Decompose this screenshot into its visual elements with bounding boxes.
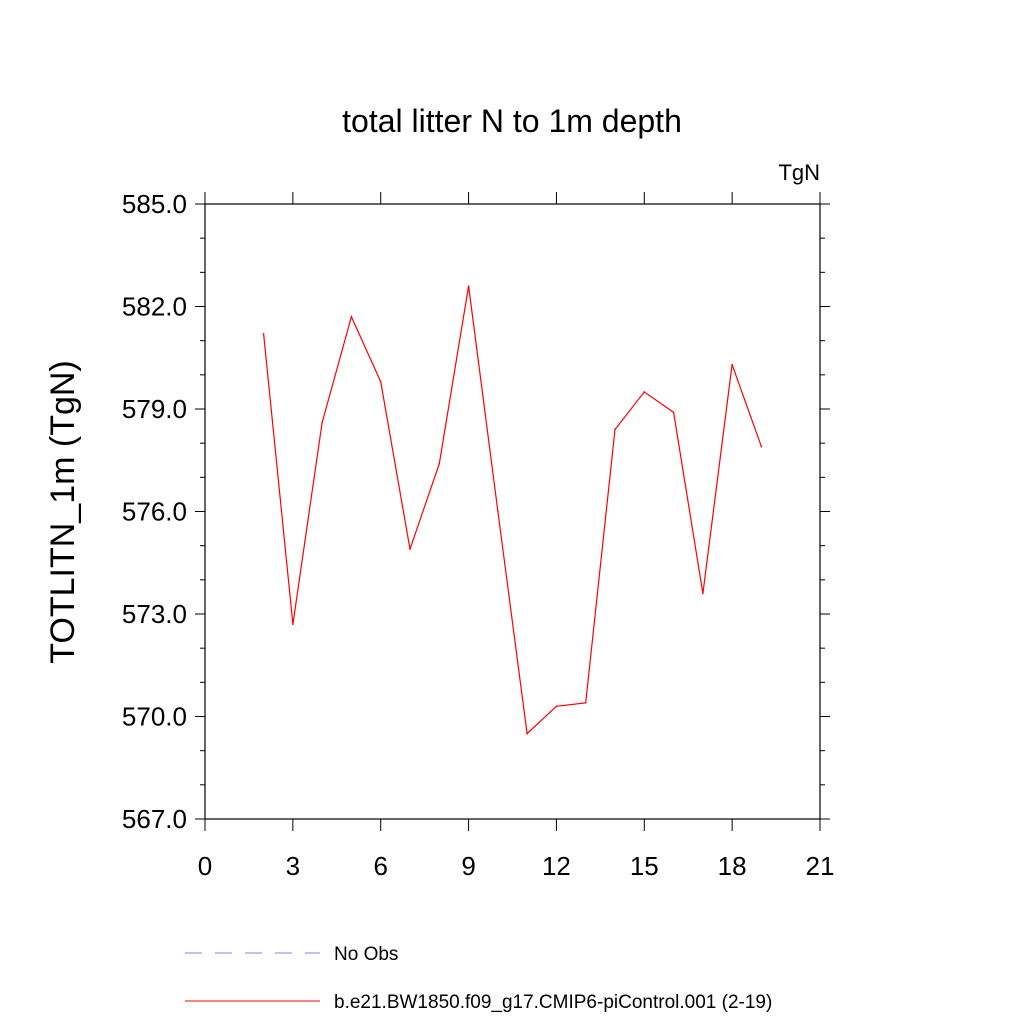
- y-axis-ticks: 567.0 570.0 573.0 576.0 579.0 582.0 585.0: [122, 189, 830, 834]
- legend-label-1: b.e21.BW1850.f09_g17.CMIP6-piControl.001…: [334, 992, 772, 1013]
- x-tick-label: 9: [461, 851, 475, 881]
- x-tick-label: 6: [373, 851, 387, 881]
- series-line-0: [263, 285, 762, 735]
- data-point: [438, 462, 441, 465]
- data-point: [262, 333, 265, 335]
- data-point: [760, 445, 763, 448]
- y-tick-label: 582.0: [122, 292, 187, 322]
- units-label: TgN: [778, 160, 820, 185]
- data-point: [526, 732, 528, 735]
- legend: No Obs b.e21.BW1850.f09_g17.CMIP6-piContr…: [185, 944, 772, 1013]
- y-tick-label: 567.0: [122, 804, 187, 834]
- legend-label-0: No Obs: [334, 944, 398, 965]
- data-point: [672, 411, 675, 414]
- data-point: [731, 363, 733, 366]
- data-point: [497, 510, 499, 513]
- x-tick-label: 3: [286, 851, 300, 881]
- x-tick-label: 12: [542, 851, 571, 881]
- x-tick-label: 18: [718, 851, 747, 881]
- x-tick-label: 0: [198, 851, 212, 881]
- data-point: [409, 548, 411, 550]
- x-tick-label: 15: [630, 851, 659, 881]
- data-point: [643, 391, 646, 393]
- data-point: [584, 702, 587, 704]
- y-tick-label: 573.0: [122, 599, 187, 629]
- data-point: [555, 705, 558, 708]
- x-tick-label: 21: [806, 851, 835, 881]
- series-layer: [262, 285, 763, 735]
- data-point: [467, 285, 470, 287]
- data-point: [702, 592, 704, 595]
- data-point: [350, 315, 353, 318]
- y-tick-label: 585.0: [122, 189, 187, 219]
- y-tick-label: 576.0: [122, 497, 187, 527]
- chart-title: total litter N to 1m depth: [342, 103, 682, 139]
- plot-frame: [204, 203, 821, 820]
- data-point: [379, 380, 382, 383]
- y-tick-label: 579.0: [122, 394, 187, 424]
- x-axis-ticks: 0 3 6 9 12 15 18 21: [198, 192, 835, 881]
- y-tick-label: 570.0: [122, 702, 187, 732]
- y-axis-label: TOTLITN_1m (TgN): [44, 360, 82, 664]
- data-point: [321, 421, 323, 424]
- data-point: [614, 428, 616, 431]
- data-point: [292, 623, 294, 626]
